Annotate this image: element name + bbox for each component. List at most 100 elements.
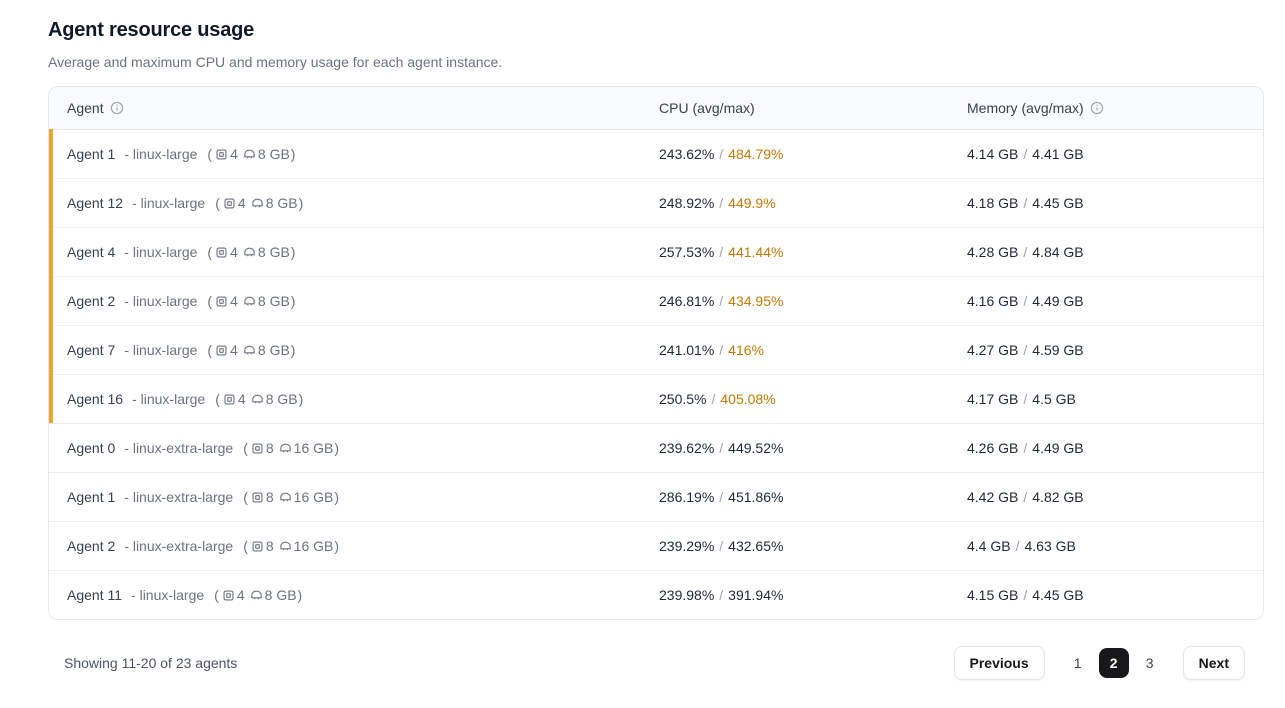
column-header-cpu: CPU (avg/max) [641, 100, 949, 116]
agent-cell: Agent 16 - linux-large (4 8 GB) [49, 391, 641, 407]
agent-resource-usage-page: Agent resource usage Average and maximum… [48, 19, 1264, 680]
cpu-max-value: 449.52% [728, 440, 784, 456]
agent-machine-type: - linux-large [131, 587, 205, 603]
memory-cell: 4.15 GB / 4.45 GB [967, 587, 1084, 603]
cpu-avg-value: 250.5% [659, 391, 707, 407]
memory-avg-value: 4.16 GB [967, 293, 1019, 309]
memory-max-value: 4.82 GB [1032, 489, 1084, 505]
cpu-cell: 239.62% / 449.52% [659, 440, 784, 456]
agent-name: Agent 4 [67, 244, 116, 260]
memory-max-value: 4.45 GB [1032, 587, 1084, 603]
memory-max-value: 4.45 GB [1032, 195, 1084, 211]
agent-spec: (4 8 GB) [207, 146, 296, 162]
cpu-avg-value: 257.53% [659, 244, 715, 260]
agent-machine-type: - linux-large [132, 195, 206, 211]
memory-max-value: 4.41 GB [1032, 146, 1084, 162]
ram-icon [279, 541, 291, 550]
column-header-memory-label: Memory (avg/max) [967, 100, 1084, 116]
ram-icon [251, 198, 263, 207]
cpu-chip-icon [216, 295, 227, 307]
cpu-cell: 243.62% / 484.79% [659, 146, 784, 162]
agent-name: Agent 1 [67, 146, 116, 162]
agent-name: Agent 11 [67, 587, 123, 603]
cpu-avg-value: 241.01% [659, 342, 715, 358]
ram-icon [279, 443, 291, 452]
cpu-avg-value: 243.62% [659, 146, 715, 162]
memory-cell: 4.16 GB / 4.49 GB [967, 293, 1084, 309]
agent-name: Agent 1 [67, 489, 116, 505]
cpu-max-value: 405.08% [720, 391, 776, 407]
info-icon[interactable] [1090, 101, 1104, 115]
agent-name: Agent 7 [67, 342, 116, 358]
memory-cell: 4.18 GB / 4.45 GB [967, 195, 1084, 211]
ram-icon [279, 492, 291, 501]
ram-icon [244, 345, 255, 354]
cpu-max-value: 449.9% [728, 195, 776, 211]
memory-cell: 4.17 GB / 4.5 GB [967, 391, 1076, 407]
agent-machine-type: - linux-large [124, 293, 198, 309]
cpu-cell: 250.5% / 405.08% [659, 391, 776, 407]
cpu-avg-value: 239.29% [659, 538, 715, 554]
agent-name: Agent 2 [67, 293, 116, 309]
cpu-avg-value: 248.92% [659, 195, 715, 211]
page-subtitle: Average and maximum CPU and memory usage… [48, 54, 503, 70]
column-header-cpu-label: CPU (avg/max) [659, 100, 755, 116]
table-row: Agent 4 - linux-large (4 8 GB) 257.53% / … [49, 227, 1263, 276]
memory-avg-value: 4.17 GB [967, 391, 1019, 407]
agent-machine-type: - linux-large [132, 391, 206, 407]
agent-spec: (8 16 GB) [243, 489, 340, 505]
table-row: Agent 7 - linux-large (4 8 GB) 241.01% / … [49, 325, 1263, 374]
table-row: Agent 16 - linux-large (4 8 GB) 250.5% / … [49, 374, 1263, 423]
agent-cell: Agent 12 - linux-large (4 8 GB) [49, 195, 641, 211]
memory-max-value: 4.49 GB [1032, 440, 1084, 456]
pagination-page-1[interactable]: 1 [1063, 648, 1093, 678]
agent-usage-table: Agent CPU (avg/max) Memory (avg/max) Age… [48, 86, 1264, 620]
cpu-cell: 241.01% / 416% [659, 342, 764, 358]
memory-avg-value: 4.28 GB [967, 244, 1019, 260]
agent-name: Agent 0 [67, 440, 116, 456]
memory-avg-value: 4.14 GB [967, 146, 1019, 162]
cpu-chip-icon [224, 197, 235, 209]
agent-spec: (8 16 GB) [243, 440, 340, 456]
agent-spec: (4 8 GB) [214, 587, 303, 603]
agent-name: Agent 12 [67, 195, 124, 211]
cpu-chip-icon [216, 148, 227, 160]
agent-cell: Agent 4 - linux-large (4 8 GB) [49, 244, 641, 260]
memory-avg-value: 4.18 GB [967, 195, 1019, 211]
table-header-row: Agent CPU (avg/max) Memory (avg/max) [49, 87, 1263, 129]
pagination-page-2[interactable]: 2 [1098, 648, 1129, 678]
ram-icon [244, 247, 255, 256]
info-icon[interactable] [110, 101, 124, 115]
ram-icon [251, 394, 263, 403]
agent-cell: Agent 1 - linux-extra-large (8 16 GB) [49, 489, 641, 505]
table-row: Agent 1 - linux-extra-large (8 16 GB) 286… [49, 472, 1263, 521]
agent-machine-type: - linux-large [124, 146, 198, 162]
cpu-max-value: 451.86% [728, 489, 784, 505]
memory-avg-value: 4.26 GB [967, 440, 1019, 456]
memory-avg-value: 4.27 GB [967, 342, 1019, 358]
column-header-agent-label: Agent [67, 100, 104, 116]
memory-cell: 4.26 GB / 4.49 GB [967, 440, 1084, 456]
memory-cell: 4.28 GB / 4.84 GB [967, 244, 1084, 260]
column-header-agent: Agent [49, 100, 641, 116]
pagination-page-3[interactable]: 3 [1135, 648, 1165, 678]
cpu-avg-value: 246.81% [659, 293, 715, 309]
table-row: Agent 2 - linux-extra-large (8 16 GB) 239… [49, 521, 1263, 570]
agent-spec: (4 8 GB) [207, 293, 296, 309]
cpu-max-value: 416% [728, 342, 764, 358]
memory-max-value: 4.5 GB [1032, 391, 1076, 407]
cpu-avg-value: 239.62% [659, 440, 715, 456]
cpu-cell: 246.81% / 434.95% [659, 293, 784, 309]
memory-max-value: 4.84 GB [1032, 244, 1084, 260]
previous-page-button[interactable]: Previous [953, 646, 1045, 680]
memory-cell: 4.14 GB / 4.41 GB [967, 146, 1084, 162]
agent-name: Agent 16 [67, 391, 124, 407]
cpu-chip-icon [216, 246, 227, 258]
agent-machine-type: - linux-large [124, 244, 198, 260]
agent-cell: Agent 11 - linux-large (4 8 GB) [49, 587, 641, 603]
memory-avg-value: 4.4 GB [967, 538, 1011, 554]
cpu-chip-icon [224, 393, 235, 405]
next-page-button[interactable]: Next [1182, 646, 1245, 680]
memory-max-value: 4.49 GB [1032, 293, 1084, 309]
